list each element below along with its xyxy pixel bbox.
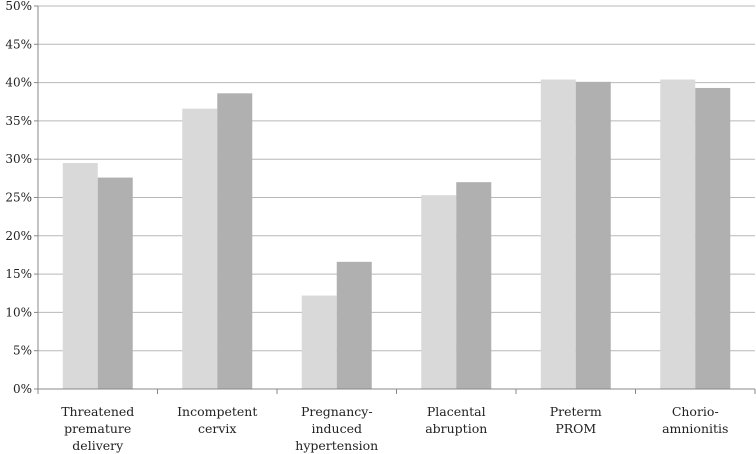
x-category-label: Chorio-amnionitis	[662, 404, 728, 436]
y-tick-label: 0%	[13, 382, 32, 396]
x-category-label: Threatened premature delivery	[61, 404, 134, 453]
bar	[301, 295, 337, 389]
x-category-labels: Threatened premature delivery Incompetent ce…	[61, 404, 728, 453]
x-category-label-line: cervix	[198, 421, 236, 436]
x-category-label-line: Pregnancy-	[301, 404, 373, 419]
bar	[336, 261, 372, 389]
bar	[182, 108, 218, 390]
bar	[660, 79, 696, 389]
bar	[456, 182, 492, 389]
x-category-label: Preterm PROM	[550, 404, 602, 436]
bar	[695, 87, 731, 389]
y-tick-label: 10%	[5, 305, 32, 319]
y-tick-label: 50%	[5, 0, 32, 13]
x-category-label: Placental abruption	[425, 404, 487, 436]
x-category-label-line: Placental	[427, 404, 486, 419]
y-tick-label: 35%	[5, 114, 32, 128]
y-tick-label: 15%	[5, 267, 32, 281]
y-tick-label: 30%	[5, 152, 32, 166]
bar	[62, 163, 98, 389]
x-category-label-line: abruption	[425, 421, 487, 436]
x-category-label-line: PROM	[555, 421, 596, 436]
y-tick-labels: 0% 5% 10% 15% 20% 25% 30% 35% 40% 45% 50%	[5, 0, 32, 396]
axes	[34, 5, 756, 394]
y-tick-label: 20%	[5, 229, 32, 243]
x-category-label-line: premature	[64, 421, 131, 436]
x-category-label-line: hypertension	[295, 438, 378, 453]
x-category-label-line: delivery	[72, 438, 124, 453]
y-tick-label: 40%	[5, 76, 32, 90]
y-tick-label: 45%	[5, 37, 32, 51]
bar	[421, 195, 457, 389]
x-category-label: Incompetent cervix	[177, 404, 257, 436]
x-category-label-line: induced	[311, 421, 362, 436]
bars	[62, 79, 731, 390]
x-category-label-line: Threatened	[61, 404, 134, 419]
x-category-label-line: Preterm	[550, 404, 602, 419]
bar	[97, 177, 133, 389]
gridlines	[38, 5, 755, 352]
x-category-label: Pregnancy-induced hypertension	[295, 404, 378, 453]
bar	[540, 79, 576, 389]
x-category-label-line: amnionitis	[662, 421, 728, 436]
y-tick-label: 25%	[5, 191, 32, 205]
bar	[217, 93, 253, 389]
x-category-label-line: Incompetent	[177, 404, 257, 419]
x-category-label-line: Chorio-	[672, 404, 719, 419]
bar	[575, 81, 611, 390]
y-tick-label: 5%	[13, 344, 32, 358]
